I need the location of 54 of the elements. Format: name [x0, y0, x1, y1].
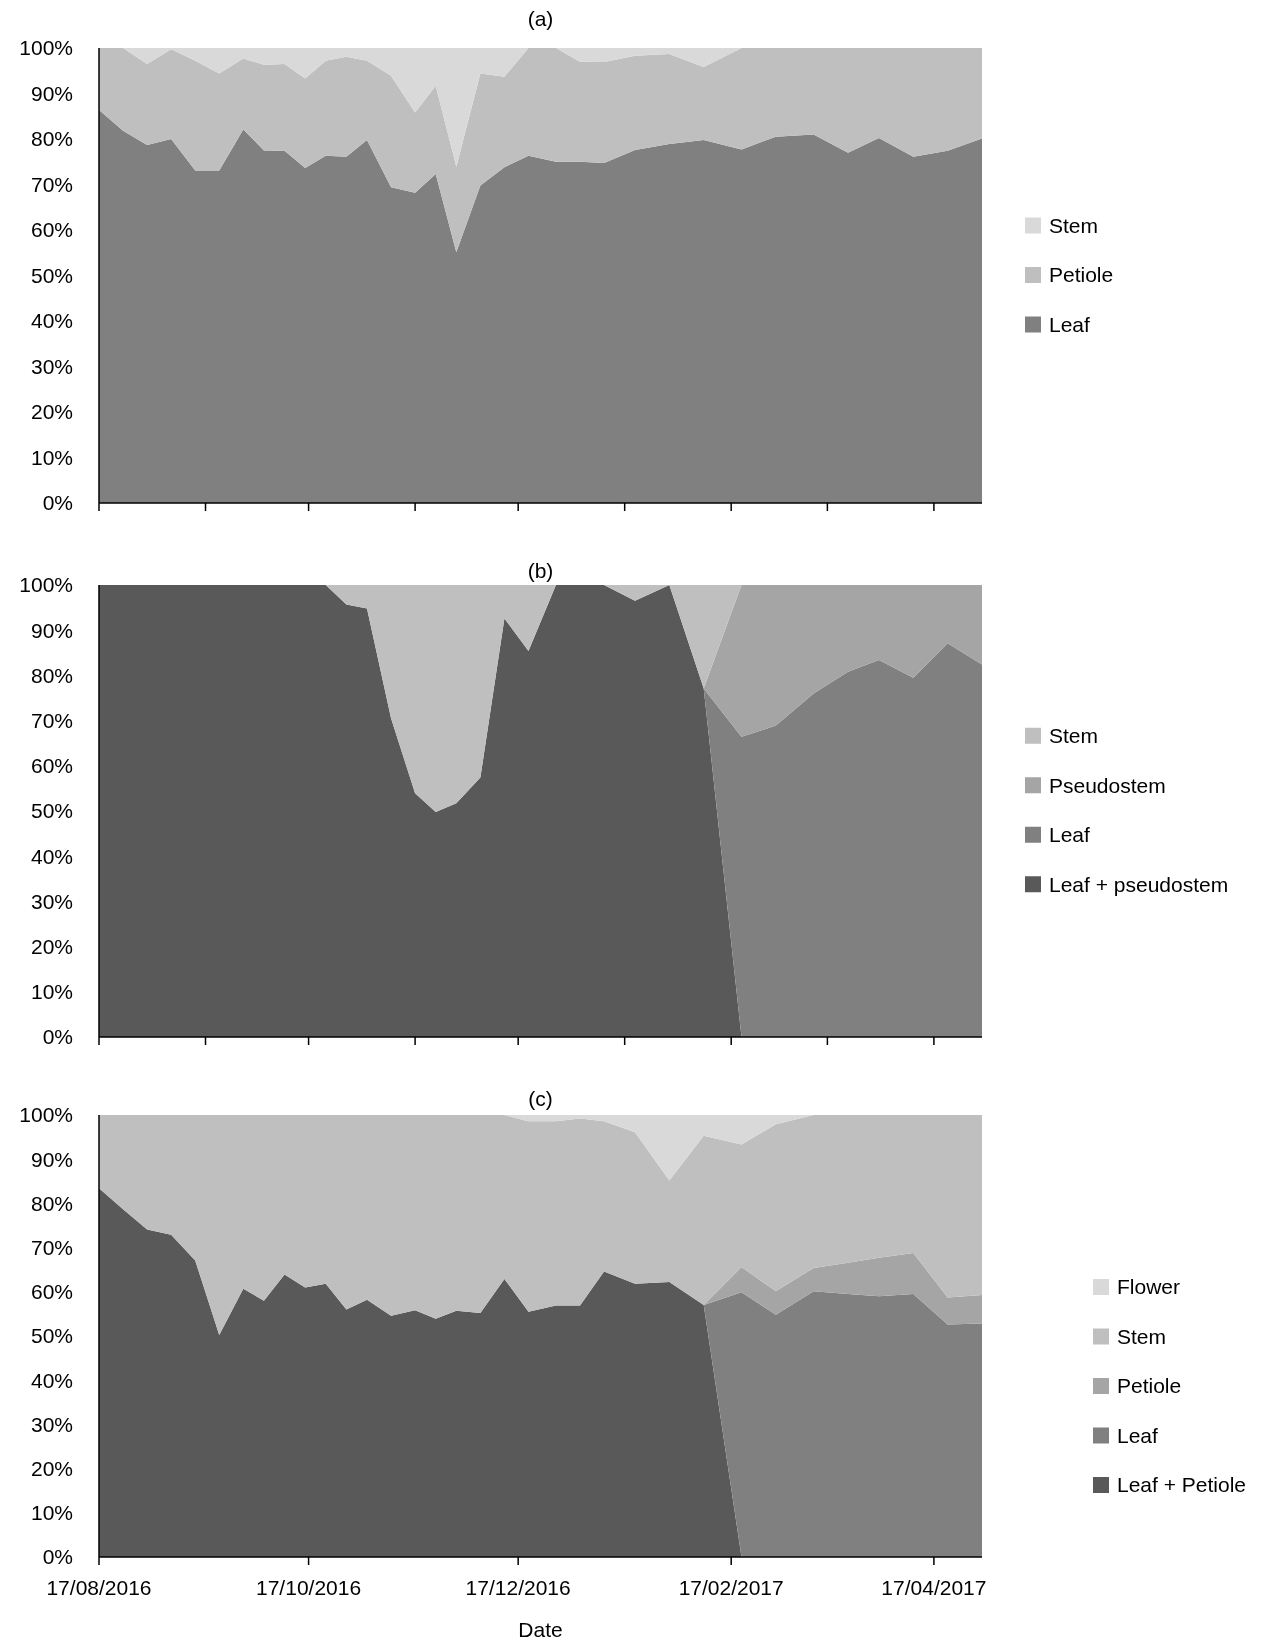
y-tick-label: 0% — [42, 1025, 73, 1049]
y-tick-label: 0% — [42, 1545, 73, 1569]
x-tick-label: 17/12/2016 — [465, 1576, 571, 1599]
y-tick-label: 70% — [30, 172, 73, 196]
legend-label: Leaf — [1049, 312, 1091, 336]
y-tick-label: 40% — [30, 309, 73, 333]
y-tick-label: 100% — [19, 1103, 73, 1127]
chart-title: (a) — [527, 7, 554, 30]
y-tick-label: 20% — [30, 400, 73, 424]
legend-label: Leaf — [1049, 823, 1091, 847]
chart-title: (c) — [528, 1087, 553, 1110]
y-tick-label: 100% — [19, 36, 73, 60]
y-tick-label: 60% — [30, 1280, 73, 1304]
y-tick-label: 40% — [30, 1368, 73, 1392]
y-tick-label: 10% — [30, 445, 73, 469]
legend-label: Petiole — [1117, 1374, 1182, 1398]
y-tick-label: 10% — [30, 1501, 73, 1525]
y-tick-label: 30% — [30, 889, 73, 913]
legend-label: Petiole — [1049, 263, 1114, 287]
legend-label: Pseudostem — [1049, 773, 1166, 797]
y-tick-label: 30% — [30, 1412, 73, 1436]
y-tick-label: 60% — [30, 218, 73, 242]
y-tick-label: 20% — [30, 1456, 73, 1480]
legend-label: Stem — [1049, 724, 1099, 748]
y-tick-label: 0% — [42, 491, 73, 515]
legend-label: Stem — [1117, 1324, 1167, 1348]
y-tick-label: 80% — [30, 1191, 73, 1215]
x-tick-label: 17/08/2016 — [46, 1576, 152, 1599]
legend-label: Leaf + pseudostem — [1049, 872, 1229, 896]
y-tick-label: 50% — [30, 263, 73, 287]
y-tick-label: 80% — [30, 663, 73, 687]
y-tick-label: 100% — [19, 573, 73, 597]
y-tick-label: 50% — [30, 1324, 73, 1348]
y-tick-label: 90% — [30, 1147, 73, 1171]
y-tick-label: 90% — [30, 618, 73, 642]
legend-label: Leaf — [1117, 1423, 1159, 1447]
y-tick-label: 70% — [30, 1235, 73, 1259]
x-tick-label: 17/02/2017 — [678, 1576, 784, 1599]
x-tick-label: 17/10/2016 — [256, 1576, 362, 1599]
y-tick-label: 70% — [30, 708, 73, 732]
x-tick-label: 17/04/2017 — [881, 1576, 987, 1599]
legend-label: Leaf + Petiole — [1117, 1473, 1247, 1497]
legend-label: Flower — [1117, 1275, 1181, 1299]
x-axis-title: Date — [518, 1618, 563, 1641]
y-tick-label: 50% — [30, 799, 73, 823]
y-tick-label: 60% — [30, 754, 73, 778]
y-tick-label: 40% — [30, 844, 73, 868]
y-tick-label: 30% — [30, 354, 73, 378]
y-tick-label: 10% — [30, 980, 73, 1004]
legend-label: Stem — [1049, 213, 1099, 237]
chart-title: (b) — [527, 559, 554, 582]
y-tick-label: 90% — [30, 81, 73, 105]
y-tick-label: 80% — [30, 127, 73, 151]
y-tick-label: 20% — [30, 934, 73, 958]
